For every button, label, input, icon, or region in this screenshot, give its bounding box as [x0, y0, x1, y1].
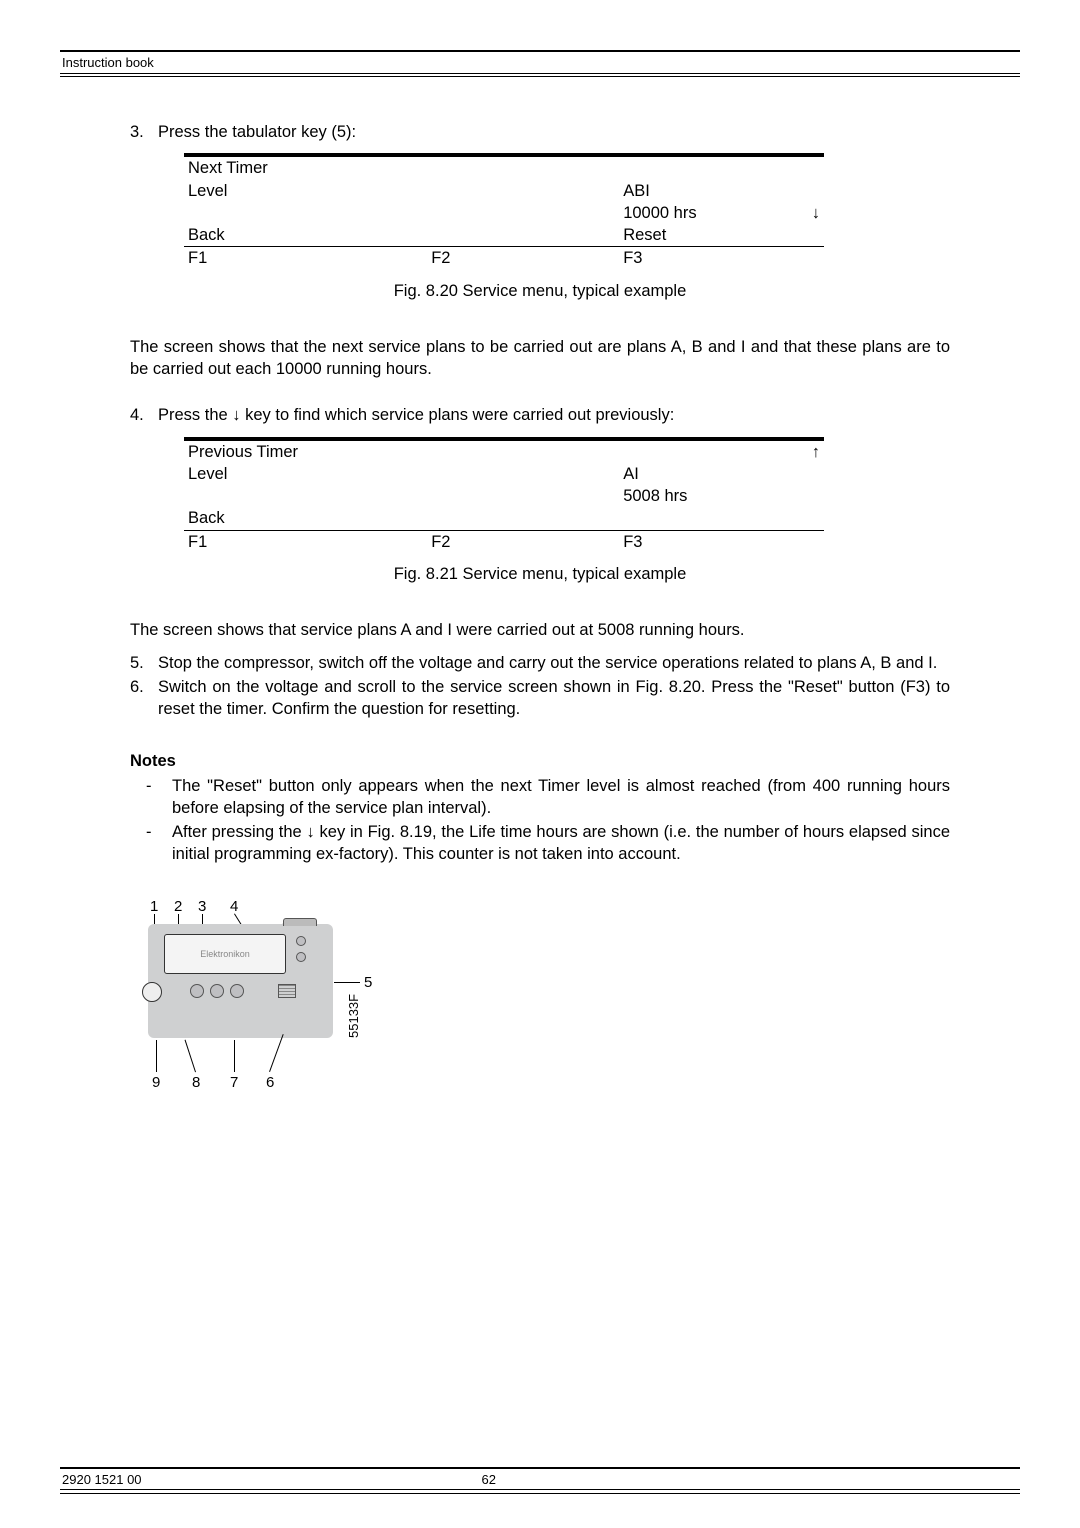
panel-lbl-6: 6	[266, 1074, 274, 1091]
notes-item-2-text: After pressing the ↓ key in Fig. 8.19, t…	[172, 821, 950, 866]
step-5: 5. Stop the compressor, switch off the v…	[130, 652, 950, 674]
panel-screen: Elektronikon	[164, 934, 286, 974]
screen-table-821: Previous Timer ↑ Level AI 5008 hrs Back	[184, 437, 824, 553]
panel-side-label: 55133F	[346, 994, 361, 1038]
panel-led	[296, 952, 306, 962]
panel-tab	[283, 918, 317, 926]
power-icon	[142, 982, 162, 1002]
step-4: 4. Press the ↓ key to find which service…	[130, 404, 950, 426]
t820-r2c1: Level	[184, 180, 427, 202]
t820-r3c3: 10000 hrs	[619, 202, 773, 224]
paragraph-2: The screen shows that service plans A an…	[130, 619, 950, 641]
panel-lbl-1: 1	[150, 898, 158, 915]
notes-item-1-text: The "Reset" button only appears when the…	[172, 775, 950, 820]
t821-r4c1: Back	[184, 507, 427, 530]
notes-heading: Notes	[130, 750, 950, 772]
t821-r1-arrow: ↑	[773, 440, 824, 463]
panel-button	[230, 984, 244, 998]
step-3-text: Press the tabulator key (5):	[158, 121, 950, 143]
page-footer: 2920 1521 00 62	[60, 1467, 1020, 1490]
t821-r3c3: 5008 hrs	[619, 485, 773, 507]
t820-r5c1: F1	[184, 247, 427, 270]
t821-r2c1: Level	[184, 463, 427, 485]
t821-r5c3: F3	[619, 530, 773, 553]
step-6-num: 6.	[130, 676, 158, 721]
t821-r5c1: F1	[184, 530, 427, 553]
t821-r1c1: Previous Timer	[184, 440, 427, 463]
panel-lbl-2: 2	[174, 898, 182, 915]
panel-lbl-8: 8	[192, 1074, 200, 1091]
step-5-text: Stop the compressor, switch off the volt…	[158, 652, 950, 674]
step-5-num: 5.	[130, 652, 158, 674]
step-6: 6. Switch on the voltage and scroll to t…	[130, 676, 950, 721]
panel-lbl-4: 4	[230, 898, 238, 915]
t820-r1c1: Next Timer	[184, 156, 427, 179]
t820-r5c3: F3	[619, 247, 773, 270]
fig-821-caption: Fig. 8.21 Service menu, typical example	[130, 563, 950, 585]
panel-lbl-3: 3	[198, 898, 206, 915]
step-3: 3. Press the tabulator key (5):	[130, 121, 950, 143]
panel-button	[190, 984, 204, 998]
footer-docnum: 2920 1521 00	[62, 1472, 142, 1487]
t821-r5c2: F2	[427, 530, 619, 553]
panel-vent-icon	[278, 984, 296, 998]
t820-r4c1: Back	[184, 224, 427, 247]
panel-button	[210, 984, 224, 998]
panel-lbl-9: 9	[152, 1074, 160, 1091]
t820-r4c3: Reset	[619, 224, 773, 247]
step-4-text: Press the ↓ key to find which service pl…	[158, 404, 950, 426]
notes-item-2: - After pressing the ↓ key in Fig. 8.19,…	[146, 821, 950, 866]
screen-table-820: Next Timer Level ABI 10000 hrs ↓ Back Re…	[184, 153, 824, 269]
t821-r2c3: AI	[619, 463, 773, 485]
notes-item-1: - The "Reset" button only appears when t…	[146, 775, 950, 820]
header-label: Instruction book	[60, 50, 1020, 77]
footer-page: 62	[142, 1472, 620, 1487]
paragraph-1: The screen shows that the next service p…	[130, 336, 950, 381]
control-panel-figure: 1 2 3 4 5 6 7 8 9 Elektronikon	[130, 896, 370, 1096]
notes-list: - The "Reset" button only appears when t…	[130, 775, 950, 866]
t820-r5c2: F2	[427, 247, 619, 270]
step-4-num: 4.	[130, 404, 158, 426]
t820-r3-arrow: ↓	[773, 202, 824, 224]
step-3-num: 3.	[130, 121, 158, 143]
dash-icon: -	[146, 821, 172, 866]
panel-lbl-5: 5	[364, 974, 372, 991]
t820-r2c3: ABI	[619, 180, 773, 202]
panel-body: Elektronikon	[148, 924, 333, 1038]
step-6-text: Switch on the voltage and scroll to the …	[158, 676, 950, 721]
panel-led	[296, 936, 306, 946]
dash-icon: -	[146, 775, 172, 820]
fig-820-caption: Fig. 8.20 Service menu, typical example	[130, 280, 950, 302]
panel-lbl-7: 7	[230, 1074, 238, 1091]
